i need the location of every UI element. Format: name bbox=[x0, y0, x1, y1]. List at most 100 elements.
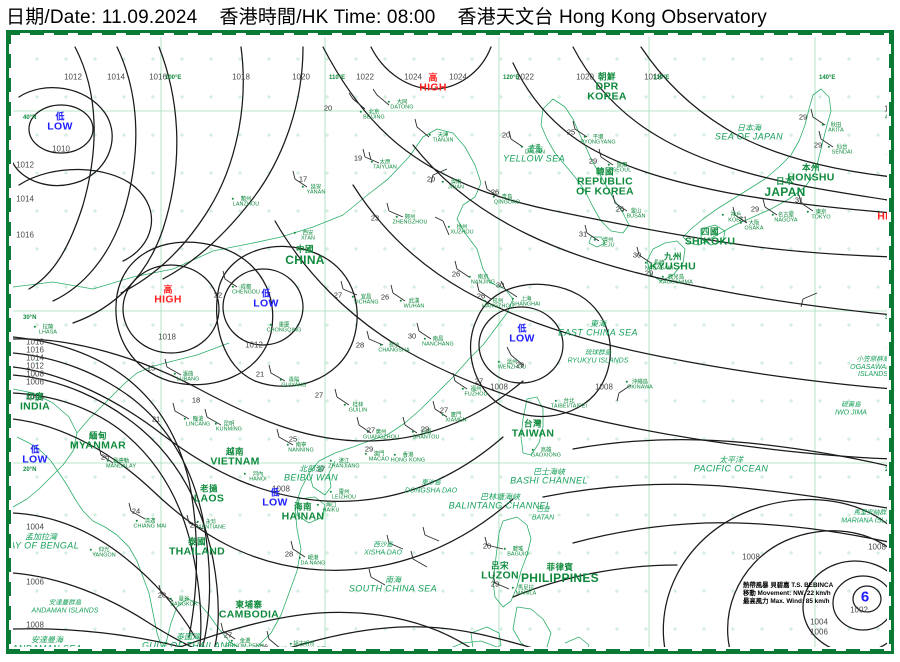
header-date: 日期/Date: 11.09.2024 bbox=[6, 6, 198, 28]
isobar-label: 1012 bbox=[245, 340, 263, 350]
station-marker bbox=[370, 160, 374, 164]
station-marker bbox=[289, 642, 293, 646]
station-marker bbox=[447, 225, 451, 229]
station-temperature: 29 bbox=[420, 424, 430, 434]
station-marker bbox=[644, 261, 648, 265]
station-marker bbox=[821, 123, 825, 127]
station-marker bbox=[483, 299, 487, 303]
station-marker bbox=[298, 556, 302, 560]
station-marker bbox=[721, 213, 725, 217]
station-marker bbox=[214, 422, 218, 426]
station-marker bbox=[230, 639, 234, 643]
station-marker bbox=[359, 110, 363, 114]
graticule-coordinate-label: 40°N bbox=[885, 115, 887, 121]
isobar-label: 1016 bbox=[26, 345, 44, 355]
station-marker bbox=[468, 275, 472, 279]
graticule-coordinate-label: 20°N bbox=[885, 467, 887, 473]
isobar-label: 1006 bbox=[810, 627, 828, 637]
station-marker bbox=[364, 452, 368, 456]
station-marker bbox=[461, 387, 465, 391]
station-temperature: 20 bbox=[501, 130, 511, 140]
station-marker bbox=[231, 285, 235, 289]
isobar-label: 1006 bbox=[26, 577, 44, 587]
station-temperature: 17 bbox=[298, 174, 308, 184]
isobar-label: 1018 bbox=[884, 105, 887, 114]
station-temperature: 21 bbox=[255, 369, 265, 379]
station-temperature: 15 bbox=[146, 363, 156, 373]
station-marker bbox=[387, 100, 391, 104]
graticule-coordinate-label: 140°E bbox=[819, 75, 836, 81]
station-temperature: 26 bbox=[380, 292, 390, 302]
isobar-label: 1014 bbox=[26, 353, 44, 363]
station-marker bbox=[351, 295, 355, 299]
station-temperature: 25 bbox=[566, 127, 576, 137]
station-temperature: 20 bbox=[426, 174, 436, 184]
station-temperature: 26 bbox=[451, 269, 461, 279]
isobar-label: 1008 bbox=[868, 542, 886, 552]
station-temperature: 29 bbox=[490, 579, 500, 589]
station-marker bbox=[531, 448, 535, 452]
station-marker bbox=[33, 325, 37, 329]
station-marker bbox=[554, 399, 558, 403]
isobar-label: 1004 bbox=[26, 392, 44, 402]
coordinate-label-layer: 100°E110°E120°E130°E140°E100°E110°E120°E… bbox=[13, 37, 887, 647]
station-temperature: 25 bbox=[189, 520, 199, 530]
station-temperature: 27 bbox=[314, 390, 324, 400]
station-marker bbox=[393, 453, 397, 457]
station-temperature: 30 bbox=[495, 280, 505, 290]
header-organisation: 香港天文台 Hong Kong Observatory bbox=[457, 6, 767, 28]
station-marker bbox=[343, 403, 347, 407]
station-temperature: 29 bbox=[750, 204, 760, 214]
graticule-coordinate-label: 30°N bbox=[23, 315, 37, 321]
station-temperature: 27 bbox=[439, 405, 449, 415]
station-temperature: 29 bbox=[515, 360, 525, 370]
station-temperature: 29 bbox=[813, 140, 823, 150]
station-marker bbox=[511, 586, 515, 590]
isobar-label: 1008 bbox=[742, 552, 760, 562]
station-marker bbox=[806, 210, 810, 214]
station-marker bbox=[379, 343, 383, 347]
station-marker bbox=[279, 378, 283, 382]
station-marker bbox=[231, 197, 235, 201]
station-temperature: 22 bbox=[213, 290, 223, 300]
graticule-coordinate-label: 30°N bbox=[885, 315, 887, 321]
isobar-label: 1018 bbox=[232, 72, 250, 82]
station-temperature: 31 bbox=[738, 214, 748, 224]
station-marker bbox=[329, 490, 333, 494]
station-temperature: 20 bbox=[323, 103, 333, 113]
isobar-label: 1016 bbox=[886, 371, 887, 380]
pressure-system-label-layer: 低LOW高HIGH高HIGH高HIGH低LOW低LOW低LOW低LOW高HIGH bbox=[13, 37, 887, 647]
header-time: 香港時間/HK Time: 08:00 bbox=[219, 6, 436, 28]
low-pressure-label: 低 LOW bbox=[47, 111, 73, 133]
low-pressure-label: 低 LOW bbox=[22, 444, 48, 466]
station-temperature: 26 bbox=[100, 452, 110, 462]
station-marker bbox=[301, 185, 305, 189]
station-marker bbox=[520, 145, 524, 149]
station-marker bbox=[89, 548, 93, 552]
graticule-coordinate-label: 130°E bbox=[653, 75, 670, 81]
isobar-label: 1008 bbox=[26, 620, 44, 630]
isobar-label: 1018 bbox=[158, 332, 176, 342]
station-temperature: 23 bbox=[370, 213, 380, 223]
station-temperature: 25 bbox=[288, 434, 298, 444]
isobar-label: 1008 bbox=[886, 545, 887, 554]
station-marker bbox=[503, 547, 507, 551]
station-marker bbox=[827, 145, 831, 149]
station-temperature: 27 bbox=[366, 425, 376, 435]
isobar-label: 1014 bbox=[16, 194, 34, 204]
isobar-label: 1008 bbox=[272, 484, 290, 494]
isobar-label: 1024 bbox=[404, 72, 422, 82]
isobar-label: 1020 bbox=[886, 148, 887, 157]
station-temperature: 29 bbox=[364, 444, 374, 454]
station-temperature: 29 bbox=[644, 268, 654, 278]
station-marker bbox=[423, 337, 427, 341]
isobar-label: 1012 bbox=[16, 160, 34, 170]
station-temperature: 28 bbox=[355, 340, 365, 350]
isobar-label: 1012 bbox=[64, 72, 82, 82]
low-pressure-label: 低 LOW bbox=[253, 288, 279, 310]
isobar-label: 1020 bbox=[292, 72, 310, 82]
station-marker bbox=[511, 297, 515, 301]
station-temperature: 21 bbox=[151, 414, 161, 424]
